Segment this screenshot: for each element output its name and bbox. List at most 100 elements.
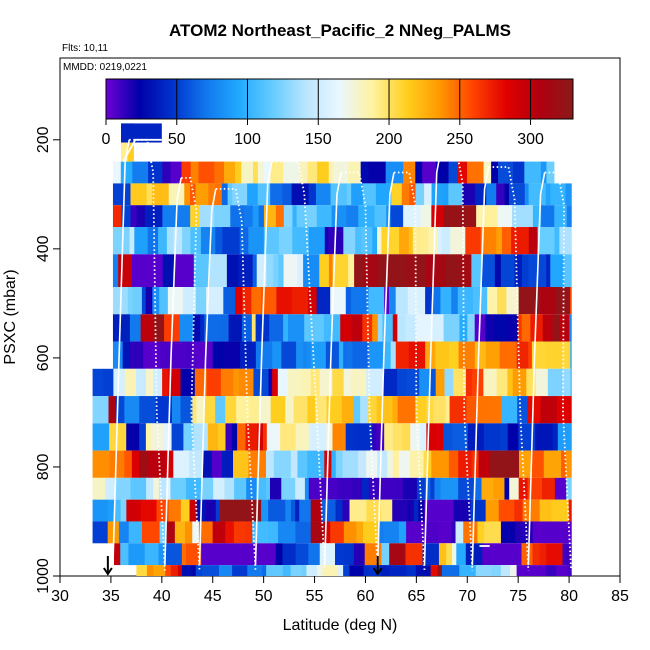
heatmap-cell bbox=[272, 368, 279, 397]
x-tick-label: 50 bbox=[255, 588, 273, 605]
heatmap-cell bbox=[92, 499, 109, 522]
heatmap-cell bbox=[315, 396, 328, 424]
heatmap-cell bbox=[185, 521, 193, 544]
heatmap-cell bbox=[251, 314, 257, 342]
heatmap-cell bbox=[446, 543, 453, 566]
heatmap-cell bbox=[225, 423, 233, 451]
heatmap-cell bbox=[291, 183, 310, 206]
heatmap-cell bbox=[420, 205, 432, 228]
heatmap-cell bbox=[109, 423, 127, 451]
heatmap-cell bbox=[299, 499, 312, 522]
heatmap-cell bbox=[368, 341, 384, 369]
heatmap-cell bbox=[285, 499, 292, 522]
heatmap-cell bbox=[428, 227, 439, 255]
heatmap-cell bbox=[519, 450, 532, 478]
heatmap-cell bbox=[218, 423, 227, 451]
heatmap-cell bbox=[553, 521, 569, 544]
colorbar-tick-label: 200 bbox=[376, 131, 403, 148]
heatmap-cell bbox=[328, 254, 334, 288]
heatmap-cell bbox=[496, 183, 506, 206]
heatmap-cell bbox=[459, 565, 477, 576]
heatmap-cell bbox=[500, 565, 511, 576]
heatmap-cell bbox=[566, 450, 572, 478]
heatmap-cell bbox=[333, 161, 345, 184]
heatmap-cell bbox=[215, 499, 221, 522]
heatmap-cell bbox=[191, 543, 202, 566]
heatmap-cell bbox=[198, 521, 214, 544]
heatmap-cell bbox=[121, 123, 162, 143]
heatmap-cell bbox=[179, 314, 194, 342]
heatmap-cell bbox=[407, 287, 426, 315]
heatmap-cell bbox=[440, 499, 455, 522]
heatmap-cell bbox=[362, 477, 370, 500]
heatmap-cell bbox=[283, 205, 294, 228]
heatmap-cell bbox=[128, 543, 146, 566]
heatmap-cell bbox=[540, 287, 557, 315]
heatmap-cell bbox=[566, 477, 572, 500]
heatmap-cell bbox=[435, 341, 450, 369]
heatmap-cell bbox=[384, 423, 394, 451]
heatmap-cell bbox=[242, 499, 251, 522]
heatmap-cell bbox=[221, 450, 234, 478]
heatmap-cell bbox=[462, 183, 476, 206]
heatmap-cell bbox=[189, 450, 203, 478]
heatmap-cell bbox=[114, 477, 132, 500]
heatmap-cell bbox=[416, 477, 426, 500]
heatmap-cell bbox=[297, 450, 308, 478]
heatmap-cell bbox=[144, 543, 160, 566]
heatmap-cell bbox=[193, 314, 201, 342]
heatmap-cell bbox=[182, 227, 191, 255]
heatmap-cell bbox=[489, 450, 506, 478]
heatmap-cell bbox=[168, 499, 182, 522]
heatmap-cell bbox=[233, 521, 246, 544]
heatmap-cell bbox=[530, 565, 547, 576]
heatmap-cell bbox=[539, 543, 547, 566]
profile-ascent bbox=[323, 172, 342, 566]
heatmap-cell bbox=[546, 161, 555, 184]
chart-title: ATOM2 Northeast_Pacific_2 NNeg_PALMS bbox=[169, 21, 511, 40]
heatmap-cell bbox=[118, 521, 130, 544]
colorbar-ticks: 0 50 100 150 200 250 300 bbox=[102, 79, 544, 148]
heatmap-cell bbox=[391, 183, 403, 206]
heatmap-cell bbox=[258, 396, 272, 424]
heatmap-cell bbox=[265, 450, 275, 478]
heatmap-cell bbox=[372, 227, 378, 255]
heatmap-cell bbox=[526, 287, 541, 315]
heatmap-cell bbox=[351, 314, 363, 342]
heatmap-cell bbox=[227, 183, 233, 206]
heatmap-cell bbox=[275, 543, 284, 566]
heatmap-cell bbox=[568, 521, 572, 544]
heatmap-cell bbox=[422, 543, 440, 566]
heatmap-cell bbox=[139, 396, 156, 424]
heatmap-cell bbox=[426, 396, 434, 424]
heatmap-cell bbox=[301, 565, 308, 576]
heatmap-cell bbox=[297, 254, 304, 288]
heatmap-cell bbox=[204, 314, 222, 342]
heatmap-cell bbox=[455, 254, 461, 288]
heatmap-cell bbox=[383, 341, 392, 369]
heatmap-cell bbox=[526, 368, 537, 397]
heatmap-cell bbox=[304, 477, 310, 500]
heatmap-cell bbox=[209, 254, 228, 288]
colorbar-tick-label: 100 bbox=[234, 131, 261, 148]
profile-descent bbox=[181, 177, 201, 571]
heatmap-cell bbox=[455, 521, 464, 544]
heatmap-cell bbox=[349, 499, 367, 522]
heatmap-cell bbox=[322, 565, 335, 576]
heatmap-cell bbox=[504, 450, 520, 478]
heatmap-cell bbox=[494, 543, 506, 566]
heatmap-cell bbox=[352, 477, 363, 500]
heatmap-cell bbox=[314, 499, 322, 522]
heatmap-cell bbox=[252, 521, 269, 544]
heatmap-cell bbox=[550, 183, 567, 206]
dates-label: MMDD: 0219,0221 bbox=[63, 62, 147, 73]
heatmap-cell bbox=[444, 368, 454, 397]
heatmap-cell bbox=[547, 499, 552, 522]
heatmap-cell bbox=[341, 396, 355, 424]
heatmap-cell bbox=[180, 499, 191, 522]
heatmap-cell bbox=[115, 499, 122, 522]
heatmap-cell bbox=[432, 287, 442, 315]
heatmap-cell bbox=[430, 565, 439, 576]
heatmap-cell bbox=[457, 161, 468, 184]
heatmap-cell bbox=[372, 314, 379, 342]
